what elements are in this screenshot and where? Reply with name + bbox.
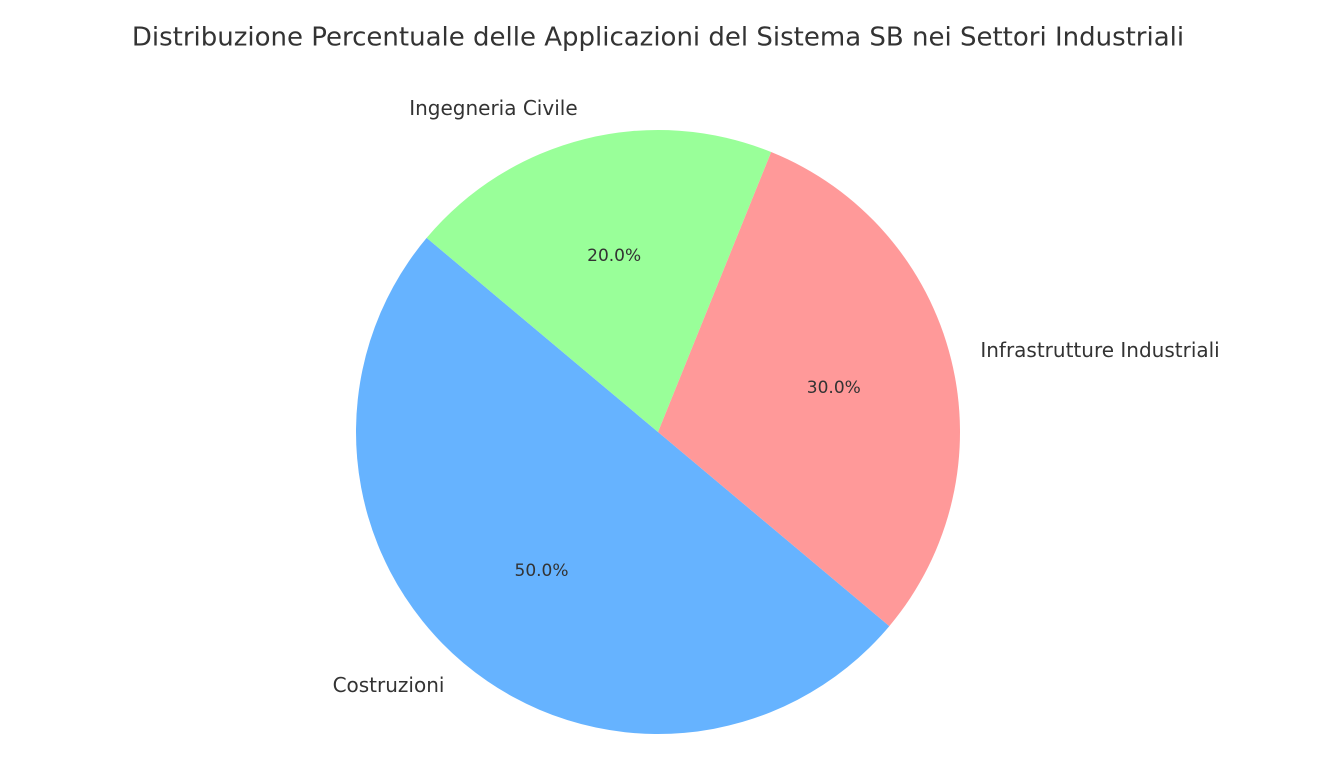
pie-slice xyxy=(356,237,890,735)
percent-label: 30.0% xyxy=(807,378,861,398)
slice-label: Infrastrutture Industriali xyxy=(980,338,1219,362)
pie-slice xyxy=(658,151,960,627)
slice-label: Costruzioni xyxy=(333,673,445,697)
slice-label: Ingegneria Civile xyxy=(409,96,577,120)
percent-label: 50.0% xyxy=(515,561,569,581)
pie-slice xyxy=(426,130,772,433)
percent-label: 20.0% xyxy=(587,246,641,266)
chart-title: Distribuzione Percentuale delle Applicaz… xyxy=(132,23,1184,53)
